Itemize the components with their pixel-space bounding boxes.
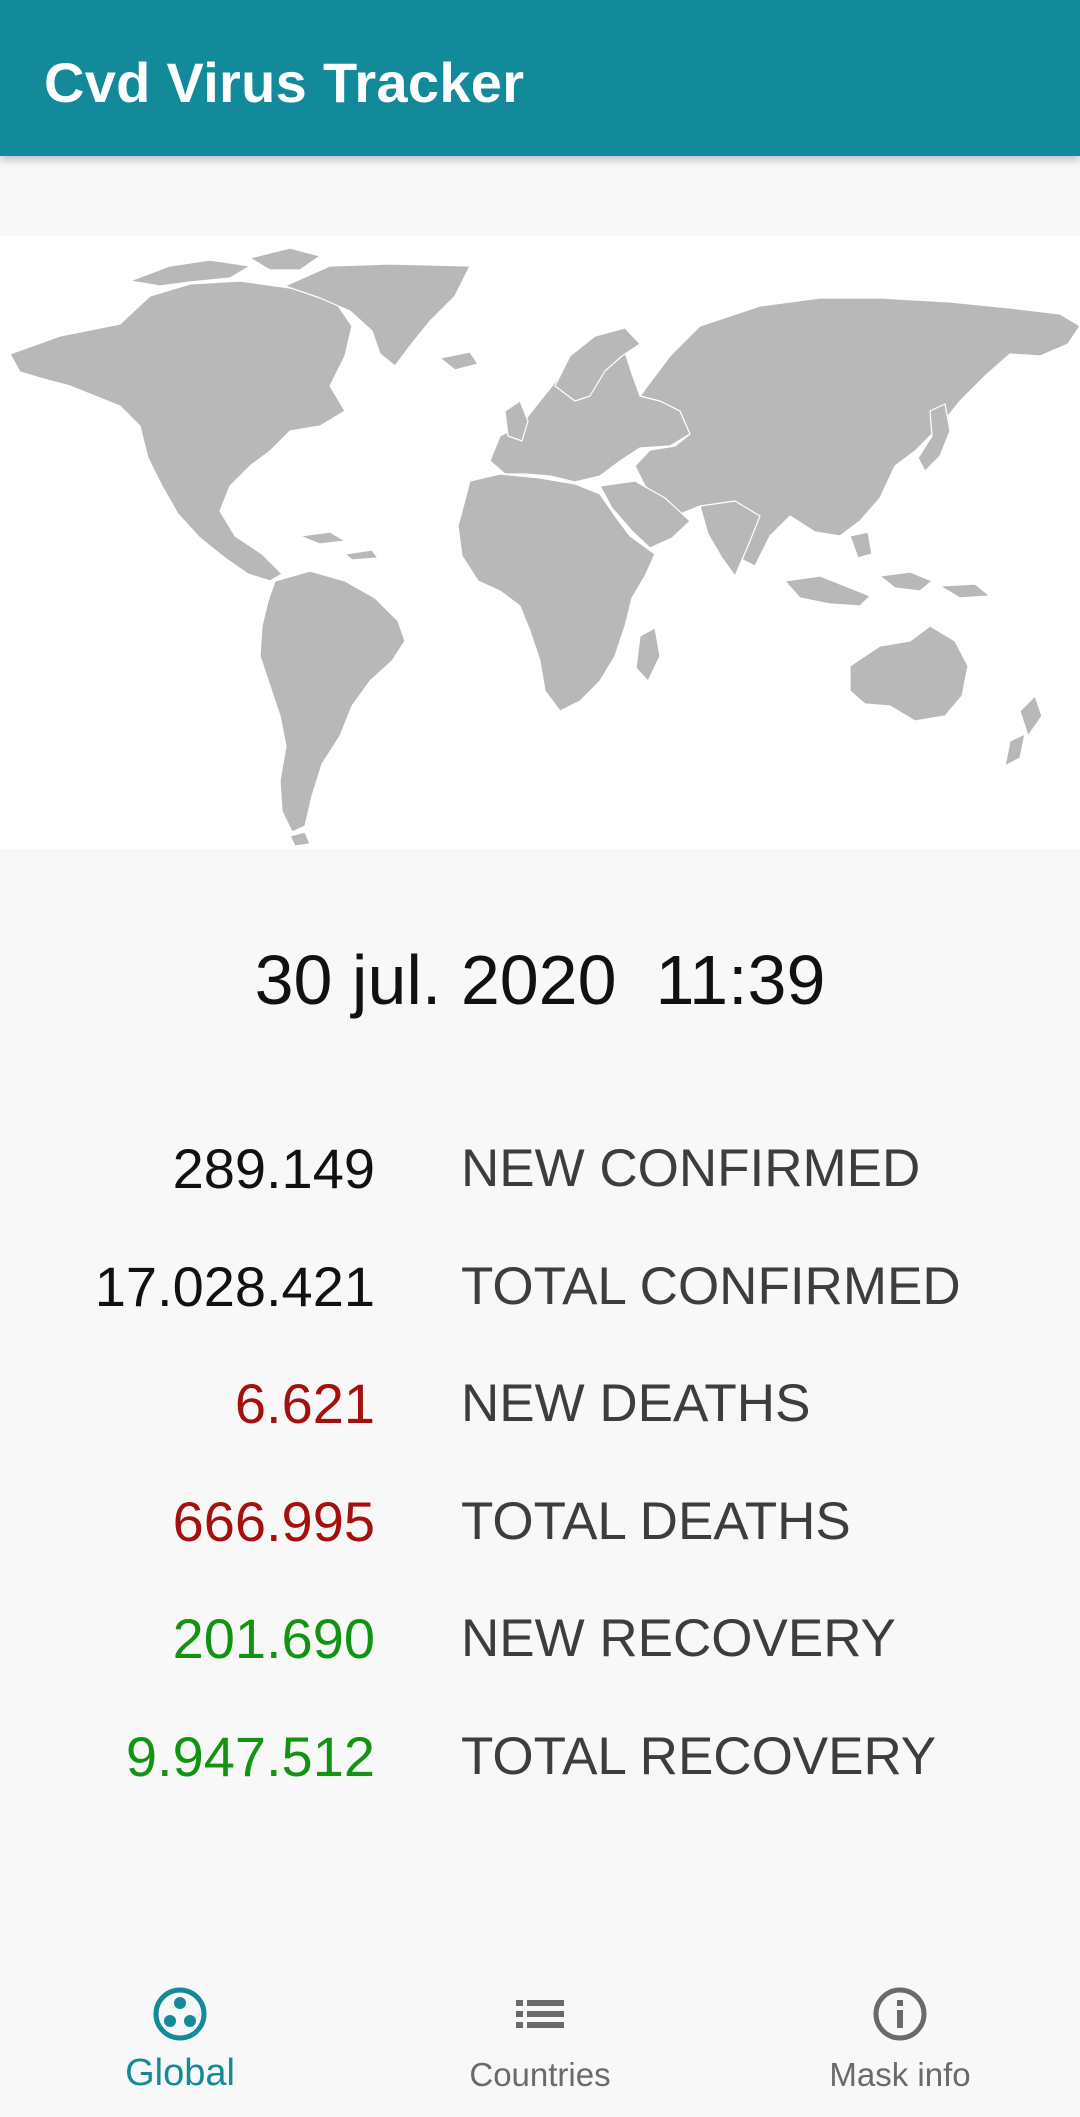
continent-south-america	[259, 570, 406, 833]
stat-row-total-recovery: 9.947.512 TOTAL RECOVERY	[0, 1712, 1080, 1830]
nav-item-countries[interactable]: Countries	[360, 1960, 720, 2117]
nav-label: Global	[125, 2052, 235, 2094]
continent-australia	[849, 625, 969, 722]
list-icon	[516, 2000, 564, 2028]
stat-row-new-confirmed: 289.149 NEW CONFIRMED	[0, 1124, 1080, 1242]
arctic-islands	[129, 259, 251, 287]
stat-row-new-deaths: 6.621 NEW DEATHS	[0, 1359, 1080, 1477]
last-updated-timestamp: 30 jul. 2020 11:39	[254, 941, 826, 1019]
stat-value: 201.690	[172, 1607, 375, 1670]
world-map-graphic	[9, 247, 1080, 847]
iceland	[439, 351, 479, 371]
continent-north-america	[9, 280, 353, 582]
nav-item-global[interactable]: Global	[0, 1960, 360, 2117]
info-icon	[873, 1987, 927, 2041]
stat-row-new-recovery: 201.690 NEW RECOVERY	[0, 1594, 1080, 1712]
stat-value: 6.621	[234, 1372, 375, 1435]
nav-item-mask-info[interactable]: Mask info	[720, 1960, 1080, 2117]
nav-label: Countries	[469, 2056, 611, 2093]
madagascar	[635, 627, 661, 682]
caribbean	[299, 531, 346, 545]
greenland	[284, 263, 471, 367]
stat-value: 666.995	[172, 1489, 375, 1553]
stat-value: 289.149	[172, 1137, 375, 1200]
stat-label: NEW DEATHS	[461, 1374, 811, 1433]
scandinavia	[554, 327, 641, 402]
world-map	[0, 236, 1080, 849]
global-icon	[153, 1987, 207, 2041]
indonesia	[784, 575, 871, 607]
continent-africa	[457, 473, 656, 712]
stat-row-total-deaths: 666.995 TOTAL DEATHS	[0, 1477, 1080, 1595]
stat-label: NEW CONFIRMED	[461, 1139, 921, 1198]
stats-list: 289.149 NEW CONFIRMED 17.028.421 TOTAL C…	[0, 1124, 1080, 1829]
uk	[504, 400, 529, 442]
stat-label: TOTAL CONFIRMED	[461, 1256, 961, 1316]
stat-value: 17.028.421	[94, 1254, 375, 1318]
new-zealand	[1019, 695, 1043, 737]
stat-label: TOTAL DEATHS	[461, 1491, 851, 1551]
japan	[917, 403, 951, 472]
stat-label: TOTAL RECOVERY	[461, 1726, 937, 1786]
stat-value: 9.947.512	[125, 1724, 375, 1788]
app-title: Cvd Virus Tracker	[44, 51, 525, 114]
nav-label: Mask info	[829, 2056, 971, 2093]
app-bar: Cvd Virus Tracker	[0, 0, 1080, 156]
stat-label: NEW RECOVERY	[461, 1609, 896, 1668]
arabia	[599, 480, 691, 549]
stat-row-total-confirmed: 17.028.421 TOTAL CONFIRMED	[0, 1242, 1080, 1360]
bottom-navigation: Global Countries Mask info	[0, 1960, 1080, 2117]
continent-asia	[634, 297, 1080, 567]
india	[699, 500, 761, 577]
